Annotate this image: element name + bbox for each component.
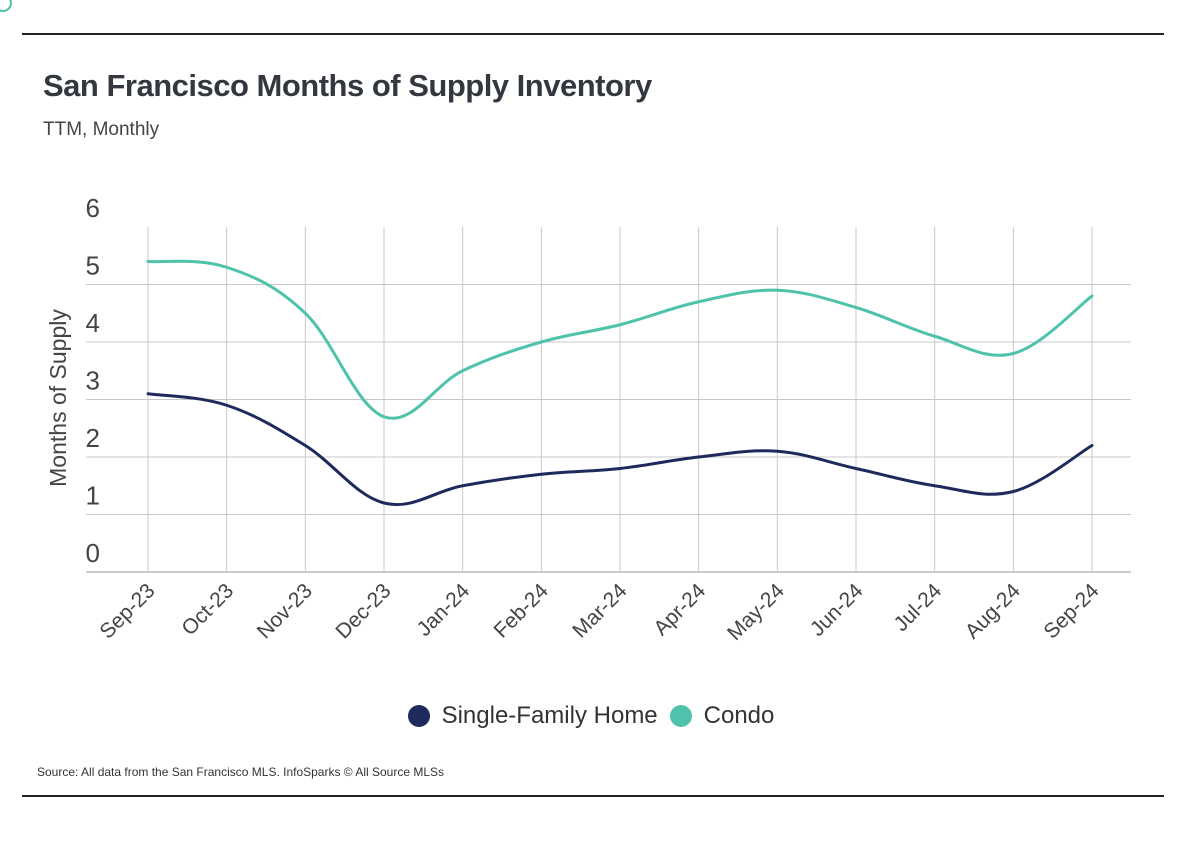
- legend-label-single-family: Single-Family Home: [441, 702, 658, 729]
- legend-dot-condo-icon: [669, 705, 692, 727]
- y-tick-label: 0: [86, 538, 100, 568]
- y-axis-label: Months of Supply: [45, 309, 71, 487]
- legend-item-single-family: Single-Family Home: [407, 702, 658, 730]
- y-tick-label: 6: [86, 193, 100, 223]
- source-note: Source: All data from the San Francisco …: [37, 765, 445, 779]
- x-tick-label: Sep-24: [1039, 579, 1103, 643]
- x-tick-label: Nov-23: [253, 579, 317, 643]
- x-tick-label: Mar-24: [568, 579, 632, 643]
- y-tick-label: 5: [86, 251, 100, 281]
- x-tick-label: Sep-23: [95, 579, 159, 643]
- x-tick-label: May-24: [723, 579, 789, 645]
- y-tick-label: 4: [86, 308, 100, 338]
- x-tick-label: Apr-24: [649, 579, 710, 640]
- chart-title: San Francisco Months of Supply Inventory: [43, 68, 652, 103]
- legend-dot-single-family-icon: [407, 705, 430, 727]
- series-line-condo: [146, 259, 1094, 420]
- x-tick-label: Oct-23: [177, 579, 238, 640]
- series-layer: [146, 259, 1094, 506]
- top-divider: [22, 33, 1164, 35]
- series-line-single-family: [146, 392, 1094, 506]
- chart-subtitle: TTM, Monthly: [43, 119, 160, 140]
- y-tick-label: 3: [86, 366, 100, 396]
- bottom-divider: [22, 795, 1164, 797]
- x-tick-label: Dec-23: [331, 579, 395, 643]
- x-tick-label: Jul-24: [889, 579, 946, 636]
- y-tick-label: 2: [86, 423, 100, 453]
- x-tick-label: Jun-24: [806, 579, 868, 641]
- x-tick-labels: Sep-23 Oct-23 Nov-23 Dec-23 Jan-24 Feb-24 Mar-…: [95, 579, 1103, 645]
- grid-layer: [86, 227, 1131, 573]
- line-chart: 0 1 2 3 4 5 6 Sep-23 Oct-23 Nov-23 Dec-23 Jan-24 Fe…: [45, 193, 1131, 645]
- y-tick-label: 1: [86, 481, 100, 511]
- legend-item-condo: Condo: [669, 702, 775, 730]
- corner-ring-decoration: [0, 0, 12, 12]
- x-tick-label: Jan-24: [413, 579, 475, 641]
- x-tick-label: Aug-24: [961, 579, 1025, 643]
- x-tick-label: Feb-24: [490, 579, 554, 643]
- legend: Single-Family Home Condo: [0, 702, 1182, 730]
- y-tick-labels: 0 1 2 3 4 5 6: [86, 193, 100, 568]
- legend-label-condo: Condo: [703, 702, 775, 729]
